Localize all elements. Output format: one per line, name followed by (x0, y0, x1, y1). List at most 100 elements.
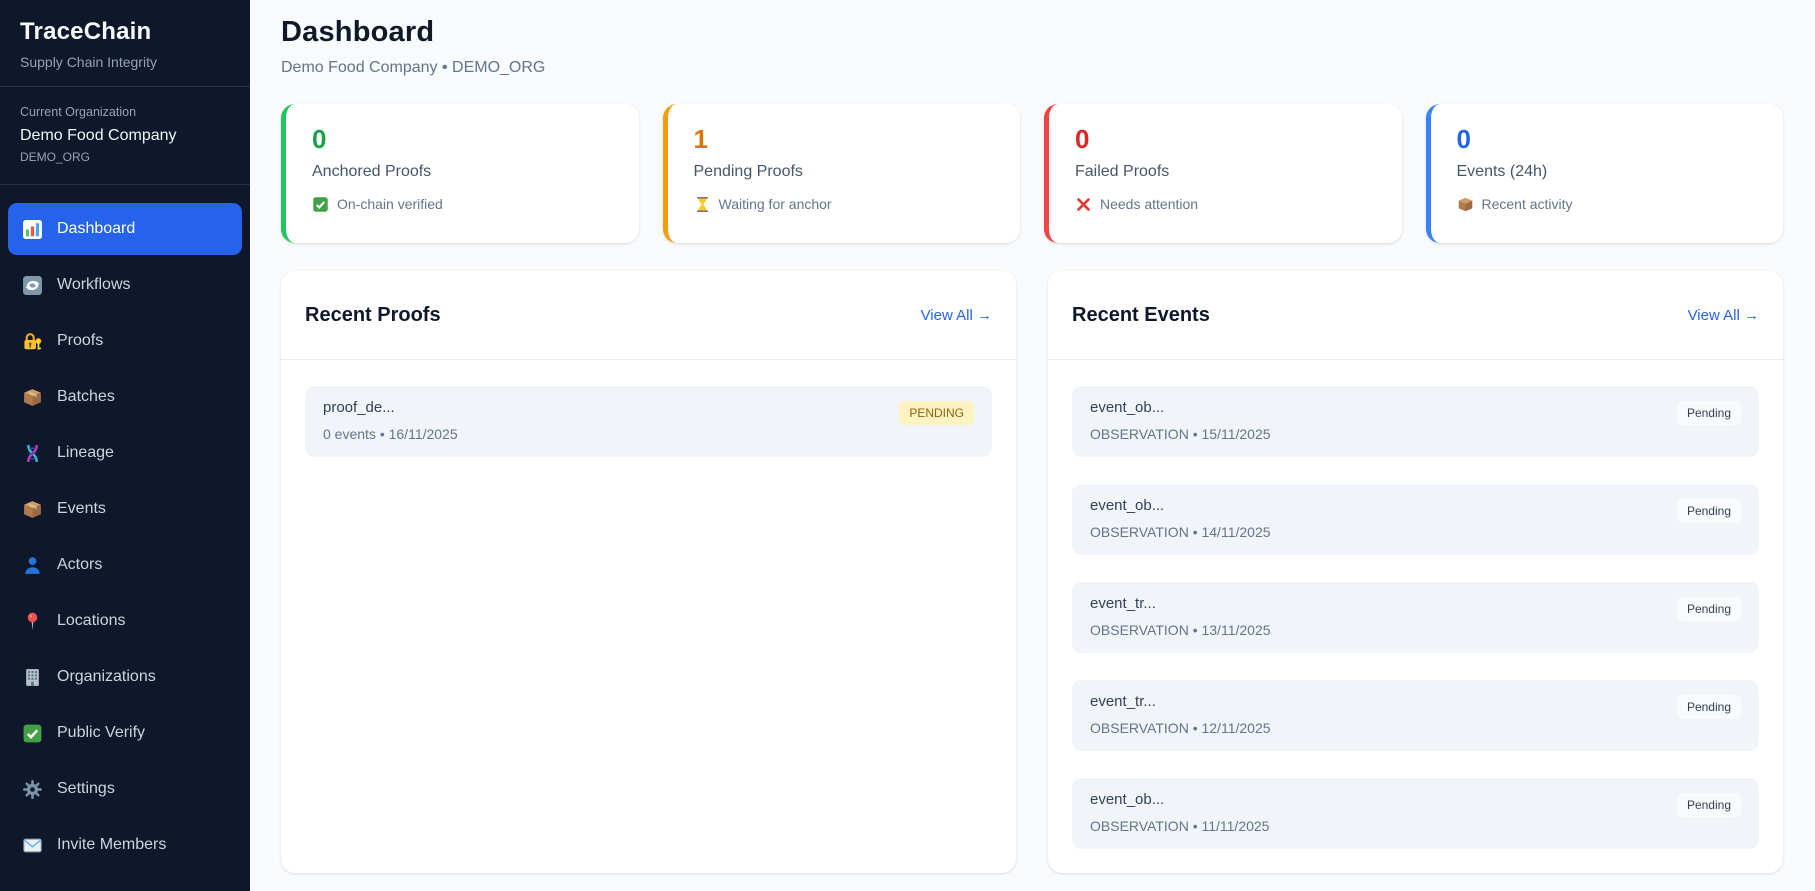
stat-hint: Needs attention (1075, 196, 1376, 213)
stat-hint: On-chain verified (312, 196, 613, 213)
status-badge: Pending (1676, 793, 1741, 817)
sidebar-item-events[interactable]: Events (8, 483, 242, 535)
event-meta: OBSERVATION • 12/11/2025 (1090, 720, 1271, 736)
sidebar-item-label: Actors (57, 556, 103, 573)
stat-value: 0 (1456, 124, 1471, 154)
app-brand: TraceChain Supply Chain Integrity (0, 0, 250, 87)
stat-label: Anchored Proofs (312, 162, 432, 180)
event-item-main: event_ob... OBSERVATION • 11/11/2025 (1090, 791, 1269, 834)
event-list-item[interactable]: event_tr... OBSERVATION • 12/11/2025 Pen… (1072, 680, 1759, 751)
event-list-item[interactable]: event_tr... OBSERVATION • 13/11/2025 Pen… (1072, 582, 1759, 653)
status-badge: Pending (1676, 597, 1741, 621)
sidebar-item-dashboard[interactable]: Dashboard (8, 203, 242, 255)
sidebar-item-workflows[interactable]: Workflows (8, 259, 242, 311)
page-subtitle: Demo Food Company • DEMO_ORG (281, 59, 546, 76)
event-name: event_ob... (1090, 399, 1165, 416)
stat-hint: Waiting for anchor (694, 196, 995, 213)
sidebar-item-label: Public Verify (57, 724, 146, 741)
stat-card-events-24h: 0 Events (24h) Recent activity (1425, 104, 1783, 243)
org-code: DEMO_ORG (20, 150, 91, 164)
event-name: event_tr... (1090, 693, 1156, 710)
stat-card-failed-proofs: 0 Failed Proofs Needs attention (1044, 104, 1402, 243)
sidebar-nav: Dashboard Workflows Proofs (0, 185, 250, 891)
stat-hint-text: Recent activity (1481, 196, 1573, 213)
panels-row: Recent Proofs View All → proof_de... 0 e… (281, 271, 1783, 873)
recent-events-list: event_ob... OBSERVATION • 15/11/2025 Pen… (1048, 360, 1783, 873)
sidebar-item-proofs[interactable]: Proofs (8, 315, 242, 367)
sidebar-item-label: Proofs (57, 332, 104, 349)
stat-hint-text: Needs attention (1100, 196, 1199, 213)
status-badge: Pending (1676, 499, 1741, 523)
sidebar-item-invite-members[interactable]: Invite Members (8, 819, 242, 871)
event-name: event_ob... (1090, 497, 1165, 514)
stat-value: 1 (693, 124, 708, 154)
office-building-icon (22, 667, 43, 688)
recent-events-header: Recent Events View All → (1048, 271, 1783, 360)
stat-card-pending-proofs: 1 Pending Proofs Waiting for anchor (662, 104, 1020, 243)
stats-row: 0 Anchored Proofs On-chain verified 1 Pe… (281, 104, 1783, 243)
main-content: Dashboard Demo Food Company • DEMO_ORG 0… (250, 0, 1815, 891)
sidebar-item-label: Locations (57, 612, 126, 629)
recent-proofs-list: proof_de... 0 events • 16/11/2025 PENDIN… (281, 360, 1016, 873)
sidebar-item-label: Workflows (57, 276, 131, 293)
sidebar: TraceChain Supply Chain Integrity Curren… (0, 0, 250, 891)
sidebar-item-locations[interactable]: Locations (8, 595, 242, 647)
dna-icon (22, 443, 43, 464)
view-all-proofs-link[interactable]: View All → (920, 306, 992, 324)
recent-proofs-panel: Recent Proofs View All → proof_de... 0 e… (281, 271, 1016, 873)
status-badge: Pending (1676, 401, 1741, 425)
stat-hint-text: Waiting for anchor (718, 196, 832, 213)
org-label: Current Organization (20, 105, 137, 119)
event-item-main: event_tr... OBSERVATION • 13/11/2025 (1090, 595, 1271, 638)
proof-list-item[interactable]: proof_de... 0 events • 16/11/2025 PENDIN… (305, 386, 992, 457)
sidebar-item-actors[interactable]: Actors (8, 539, 242, 591)
proof-item-main: proof_de... 0 events • 16/11/2025 (323, 399, 458, 442)
panel-title: Recent Proofs (305, 303, 441, 326)
view-all-events-link[interactable]: View All → (1687, 306, 1759, 324)
check-mark-button-icon (22, 723, 43, 744)
event-meta: OBSERVATION • 14/11/2025 (1090, 524, 1271, 540)
page-header: Dashboard Demo Food Company • DEMO_ORG (281, 16, 1783, 77)
status-badge: PENDING (899, 401, 974, 425)
stat-label: Pending Proofs (693, 162, 803, 180)
sidebar-item-public-verify[interactable]: Public Verify (8, 707, 242, 759)
round-pushpin-icon (22, 611, 43, 632)
sidebar-item-label: Events (57, 500, 106, 517)
stat-card-anchored-proofs: 0 Anchored Proofs On-chain verified (281, 104, 639, 243)
proof-name: proof_de... (323, 399, 395, 416)
event-name: event_tr... (1090, 595, 1156, 612)
panel-title: Recent Events (1072, 303, 1210, 326)
check-mark-button-icon (312, 196, 329, 213)
stat-value: 0 (312, 124, 327, 154)
sidebar-item-label: Organizations (57, 668, 156, 685)
proof-meta: 0 events • 16/11/2025 (323, 426, 458, 442)
sidebar-item-organizations[interactable]: Organizations (8, 651, 242, 703)
sidebar-item-label: Settings (57, 780, 115, 797)
current-organization-panel: Current Organization Demo Food Company D… (0, 87, 250, 185)
stat-value: 0 (1075, 124, 1090, 154)
sidebar-item-lineage[interactable]: Lineage (8, 427, 242, 479)
package-icon (22, 499, 43, 520)
sidebar-item-label: Dashboard (57, 220, 136, 237)
stat-label: Events (24h) (1456, 162, 1548, 180)
event-meta: OBSERVATION • 13/11/2025 (1090, 622, 1271, 638)
stat-hint-text: On-chain verified (337, 196, 443, 213)
sidebar-item-batches[interactable]: Batches (8, 371, 242, 423)
status-badge: Pending (1676, 695, 1741, 719)
event-list-item[interactable]: event_ob... OBSERVATION • 11/11/2025 Pen… (1072, 778, 1759, 849)
event-item-main: event_ob... OBSERVATION • 14/11/2025 (1090, 497, 1271, 540)
bar-chart-icon (22, 219, 43, 240)
hourglass-icon (694, 196, 711, 213)
event-meta: OBSERVATION • 15/11/2025 (1090, 426, 1271, 442)
event-list-item[interactable]: event_ob... OBSERVATION • 14/11/2025 Pen… (1072, 484, 1759, 555)
event-item-main: event_tr... OBSERVATION • 12/11/2025 (1090, 693, 1271, 736)
recent-events-panel: Recent Events View All → event_ob... OBS… (1048, 271, 1783, 873)
event-list-item[interactable]: event_ob... OBSERVATION • 15/11/2025 Pen… (1072, 386, 1759, 457)
sidebar-item-label: Invite Members (57, 836, 167, 853)
sidebar-item-settings[interactable]: Settings (8, 763, 242, 815)
app-title: TraceChain (20, 18, 152, 45)
gear-icon (22, 779, 43, 800)
sidebar-item-label: Batches (57, 388, 115, 405)
lock-with-key-icon (22, 331, 43, 352)
app-tagline: Supply Chain Integrity (20, 54, 157, 70)
